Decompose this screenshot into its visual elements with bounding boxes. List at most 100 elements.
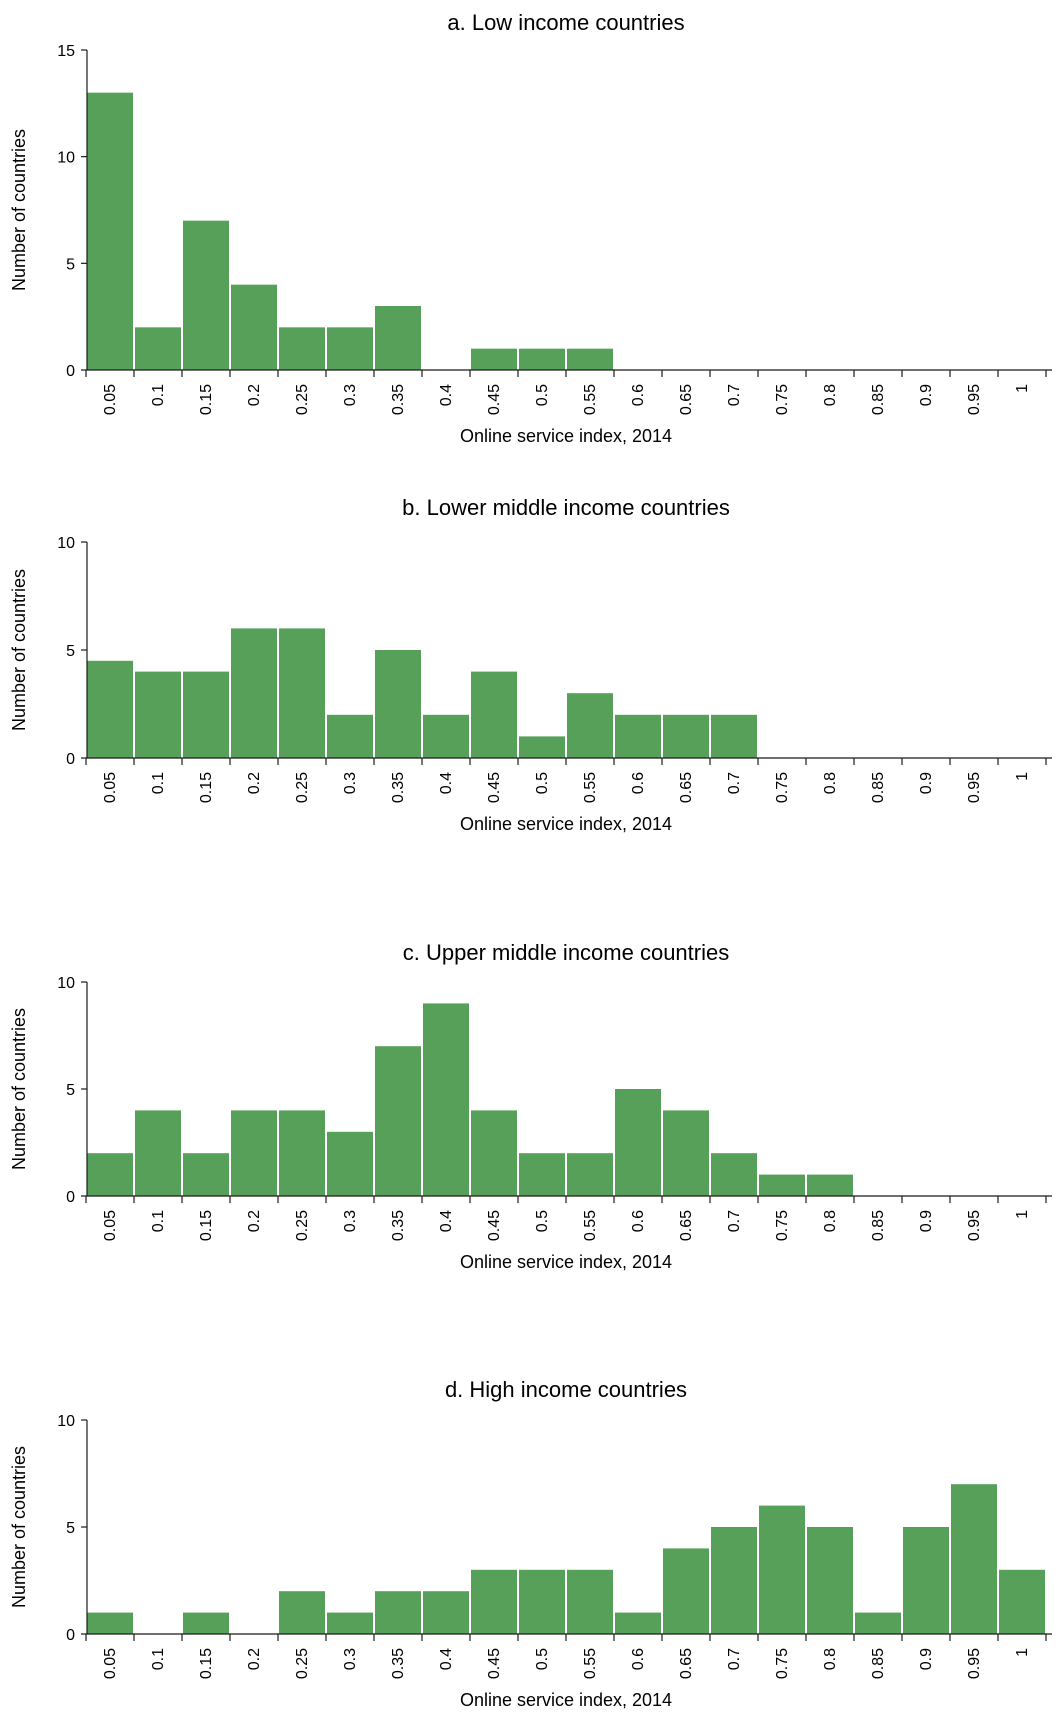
x-tick-label: 0.3 — [342, 1648, 359, 1670]
x-tick-label: 0.15 — [198, 1648, 215, 1679]
y-tick-label: 5 — [66, 256, 75, 273]
x-tick-label: 0.05 — [102, 772, 119, 803]
y-tick-label: 10 — [57, 535, 75, 552]
bar-0.7 — [711, 714, 757, 758]
x-tick-label: 0.35 — [390, 1648, 407, 1679]
x-tick-label: 0.6 — [630, 1648, 647, 1670]
y-tick-label: 5 — [66, 1082, 75, 1099]
x-tick-label: 0.7 — [726, 384, 743, 406]
x-tick-label: 0.25 — [294, 1210, 311, 1241]
x-tick-label: 0.6 — [630, 772, 647, 794]
x-tick-label: 0.5 — [534, 1648, 551, 1670]
bar-0.65 — [663, 1110, 709, 1196]
x-tick-label: 0.6 — [630, 1210, 647, 1232]
bar-0.35 — [375, 1591, 421, 1634]
x-tick-label: 0.3 — [342, 384, 359, 406]
x-axis-label: Online service index, 2014 — [460, 1252, 672, 1272]
bar-0.45 — [471, 1569, 517, 1634]
x-tick-label: 0.75 — [774, 1210, 791, 1241]
bar-0.45 — [471, 1110, 517, 1196]
y-tick-label: 10 — [57, 1413, 75, 1430]
x-tick-label: 0.85 — [870, 1210, 887, 1241]
bar-0.2 — [231, 628, 277, 758]
bar-0.75 — [759, 1174, 805, 1196]
bar-0.35 — [375, 306, 421, 370]
x-tick-label: 0.25 — [294, 384, 311, 415]
y-tick-label: 5 — [66, 1520, 75, 1537]
chart-title: d. High income countries — [445, 1377, 687, 1402]
bar-0.5 — [519, 348, 565, 370]
bar-0.35 — [375, 650, 421, 758]
x-tick-label: 0.2 — [246, 1648, 263, 1670]
x-tick-label: 0.5 — [534, 1210, 551, 1232]
y-tick-label: 10 — [57, 150, 75, 167]
bar-0.75 — [759, 1505, 805, 1634]
y-tick-label: 10 — [57, 975, 75, 992]
x-tick-label: 0.2 — [246, 772, 263, 794]
x-tick-label: 0.45 — [486, 772, 503, 803]
x-tick-label: 0.7 — [726, 1648, 743, 1670]
bar-0.4 — [423, 714, 469, 758]
bar-0.15 — [183, 1153, 229, 1196]
bar-0.1 — [135, 327, 181, 370]
x-tick-label: 0.55 — [582, 384, 599, 415]
bar-0.05 — [87, 92, 133, 371]
bar-0.4 — [423, 1591, 469, 1634]
bar-1 — [999, 1569, 1045, 1634]
x-tick-label: 1 — [1014, 384, 1031, 393]
bar-0.35 — [375, 1046, 421, 1196]
y-axis-label: Number of countries — [9, 129, 29, 291]
bar-0.7 — [711, 1153, 757, 1196]
bar-0.5 — [519, 736, 565, 758]
x-axis-label: Online service index, 2014 — [460, 814, 672, 834]
x-tick-label: 0.1 — [150, 1210, 167, 1232]
x-tick-label: 0.8 — [822, 1648, 839, 1670]
panel-d: d. High income countries 0 5 10 0.05 0.1 0.15 0… — [9, 1377, 1052, 1710]
bar-0.15 — [183, 1612, 229, 1634]
x-tick-label: 0.1 — [150, 384, 167, 406]
bar-0.65 — [663, 1548, 709, 1634]
x-tick-label: 0.4 — [438, 1210, 455, 1232]
bar-0.3 — [327, 327, 373, 370]
x-tick-label: 0.75 — [774, 772, 791, 803]
bar-0.95 — [951, 1484, 997, 1634]
y-tick-label: 5 — [66, 643, 75, 660]
bar-0.9 — [903, 1527, 949, 1634]
x-tick-label: 0.8 — [822, 384, 839, 406]
bar-0.5 — [519, 1569, 565, 1634]
x-tick-label: 0.65 — [678, 1648, 695, 1679]
bar-0.15 — [183, 220, 229, 370]
y-axis-label: Number of countries — [9, 1446, 29, 1608]
y-tick-label: 0 — [66, 1189, 75, 1206]
x-tick-label: 0.65 — [678, 772, 695, 803]
bar-0.55 — [567, 1569, 613, 1634]
y-tick-label: 0 — [66, 1627, 75, 1644]
bar-0.55 — [567, 348, 613, 370]
x-tick-label: 0.25 — [294, 772, 311, 803]
y-axis-label: Number of countries — [9, 569, 29, 731]
x-tick-label: 0.9 — [918, 772, 935, 794]
bar-0.7 — [711, 1527, 757, 1634]
x-tick-label: 0.4 — [438, 384, 455, 406]
x-tick-label: 0.45 — [486, 1648, 503, 1679]
x-tick-label: 0.95 — [966, 772, 983, 803]
x-tick-label: 0.95 — [966, 1210, 983, 1241]
bar-0.05 — [87, 660, 133, 758]
x-tick-label: 0.8 — [822, 772, 839, 794]
bar-0.5 — [519, 1153, 565, 1196]
x-axis-label: Online service index, 2014 — [460, 426, 672, 446]
x-tick-label: 0.9 — [918, 1648, 935, 1670]
y-tick-label: 0 — [66, 363, 75, 380]
bar-0.25 — [279, 1110, 325, 1196]
bar-0.3 — [327, 1131, 373, 1196]
x-tick-label: 0.45 — [486, 384, 503, 415]
x-tick-label: 0.85 — [870, 384, 887, 415]
x-tick-label: 0.85 — [870, 772, 887, 803]
bar-0.1 — [135, 1110, 181, 1196]
chart-title: a. Low income countries — [447, 10, 684, 35]
bar-0.1 — [135, 671, 181, 758]
x-tick-label: 0.1 — [150, 772, 167, 794]
bar-0.25 — [279, 327, 325, 370]
x-tick-label: 0.1 — [150, 1648, 167, 1670]
